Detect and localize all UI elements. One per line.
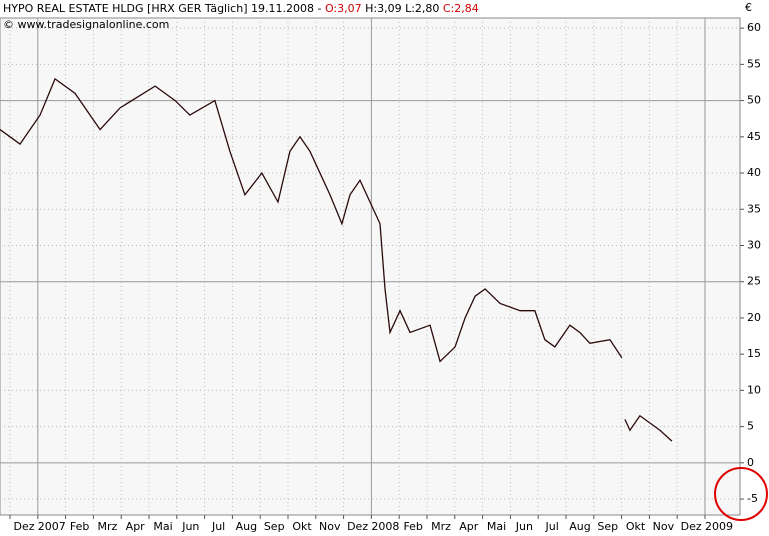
source: © www.tradesignalonline.com bbox=[3, 18, 169, 31]
x-tick-label: Dez bbox=[681, 520, 702, 533]
x-tick-label: Apr bbox=[459, 520, 479, 533]
chart-title: HYPO REAL ESTATE HLDG [HRX GER Täglich] … bbox=[3, 2, 479, 15]
x-tick-label: Mrz bbox=[98, 520, 118, 533]
x-tick-label: Feb bbox=[70, 520, 89, 533]
x-tick-label: Dez bbox=[347, 520, 368, 533]
x-tick-label: Jun bbox=[515, 520, 533, 533]
y-tick-label: 10 bbox=[747, 383, 761, 396]
y-tick-label: 20 bbox=[747, 311, 761, 324]
y-tick-label: 60 bbox=[747, 21, 761, 34]
y-tick-label: 0 bbox=[747, 456, 754, 469]
x-tick-label: Apr bbox=[126, 520, 146, 533]
x-tick-label: Jun bbox=[181, 520, 199, 533]
y-tick-label: -5 bbox=[747, 492, 758, 505]
high: H:3,09 bbox=[365, 2, 401, 15]
y-tick-label: 15 bbox=[747, 347, 761, 360]
low: L:2,80 bbox=[405, 2, 439, 15]
x-tick-label: Feb bbox=[403, 520, 422, 533]
y-tick-label: 45 bbox=[747, 130, 761, 143]
x-tick-label: Aug bbox=[236, 520, 257, 533]
x-tick-label: Mai bbox=[487, 520, 506, 533]
price-line bbox=[0, 77, 623, 363]
x-tick-label: Jul bbox=[545, 520, 559, 533]
x-tick-label: 2009 bbox=[705, 520, 733, 533]
x-tick-label: Nov bbox=[319, 520, 341, 533]
x-tick-label: Mai bbox=[153, 520, 172, 533]
x-tick-label: Mrz bbox=[431, 520, 451, 533]
grid bbox=[0, 18, 740, 515]
y-axis-label: € bbox=[745, 1, 752, 14]
y-tick-label: 55 bbox=[747, 57, 761, 70]
x-tick-label: Dez bbox=[13, 520, 34, 533]
plot-area bbox=[0, 17, 741, 516]
y-tick-label: 25 bbox=[747, 275, 761, 288]
x-tick-label: Aug bbox=[569, 520, 590, 533]
x-tick-label: 2008 bbox=[371, 520, 399, 533]
y-tick-label: 30 bbox=[747, 238, 761, 251]
x-tick-label: Sep bbox=[597, 520, 618, 533]
title: HYPO REAL ESTATE HLDG [HRX GER Täglich] … bbox=[3, 2, 321, 15]
close: C:2,84 bbox=[443, 2, 479, 15]
x-tick-label: Okt bbox=[626, 520, 646, 533]
y-tick-label: 40 bbox=[747, 166, 761, 179]
y-tick-label: 35 bbox=[747, 202, 761, 215]
x-tick-label: 2007 bbox=[38, 520, 66, 533]
y-tick-label: 50 bbox=[747, 94, 761, 107]
x-tick-label: Okt bbox=[292, 520, 312, 533]
x-tick-label: Nov bbox=[653, 520, 675, 533]
highlight-circle bbox=[714, 467, 768, 521]
price-line bbox=[624, 414, 673, 442]
open: O:3,07 bbox=[325, 2, 362, 15]
y-tick-label: 5 bbox=[747, 420, 754, 433]
x-tick-label: Sep bbox=[264, 520, 285, 533]
x-tick-label: Jul bbox=[211, 520, 225, 533]
